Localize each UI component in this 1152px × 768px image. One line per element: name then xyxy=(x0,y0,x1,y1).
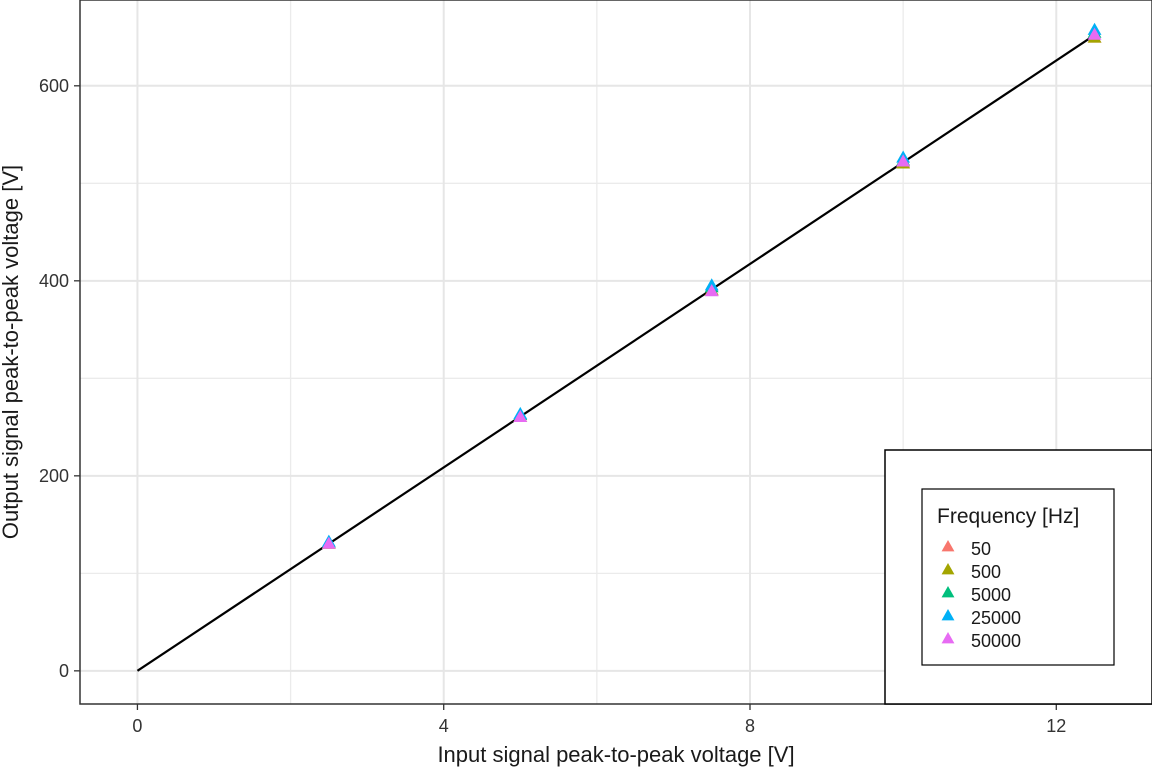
x-tick-label: 0 xyxy=(132,716,142,736)
x-tick-label: 8 xyxy=(745,716,755,736)
legend-label-2: 5000 xyxy=(971,585,1011,605)
x-tick-label: 12 xyxy=(1046,716,1066,736)
legend-key-2 xyxy=(941,586,955,598)
data-points xyxy=(321,22,1102,549)
y-tick-label: 0 xyxy=(59,661,69,681)
legend-key-3 xyxy=(941,609,955,621)
legend-box xyxy=(921,488,1115,666)
data-point-series-4 xyxy=(513,409,528,422)
legend-title: Frequency [Hz] xyxy=(937,505,1079,528)
y-tick-label: 600 xyxy=(39,76,69,96)
legend-key-4 xyxy=(941,632,955,644)
x-axis-ticks: 0 4 8 12 xyxy=(132,704,1066,736)
fit-line-group xyxy=(136,34,1096,672)
legend: Frequency [Hz] 50 500 5000 25000 50000 xyxy=(884,449,1152,705)
fit-line xyxy=(136,34,1096,672)
y-axis-title: Output signal peak-to-peak voltage [V] xyxy=(0,165,23,539)
x-axis-title: Input signal peak-to-peak voltage [V] xyxy=(437,742,794,767)
legend-key-0 xyxy=(941,540,955,552)
legend-label-1: 500 xyxy=(971,562,1001,582)
plot-panel-border xyxy=(79,0,1152,705)
y-tick-label: 200 xyxy=(39,466,69,486)
x-tick-label: 4 xyxy=(439,716,449,736)
data-point-series-4 xyxy=(704,284,719,297)
legend-label-3: 25000 xyxy=(971,608,1021,628)
data-point-series-4 xyxy=(321,536,336,549)
data-point-series-4 xyxy=(1087,27,1102,40)
y-axis-ticks: 0 200 400 600 xyxy=(39,76,80,681)
legend-items: 50 500 5000 25000 50000 xyxy=(941,539,1021,651)
legend-key-1 xyxy=(941,563,955,575)
y-tick-label: 400 xyxy=(39,271,69,291)
legend-label-0: 50 xyxy=(971,539,991,559)
data-point-series-4 xyxy=(896,154,911,167)
legend-label-4: 50000 xyxy=(971,631,1021,651)
